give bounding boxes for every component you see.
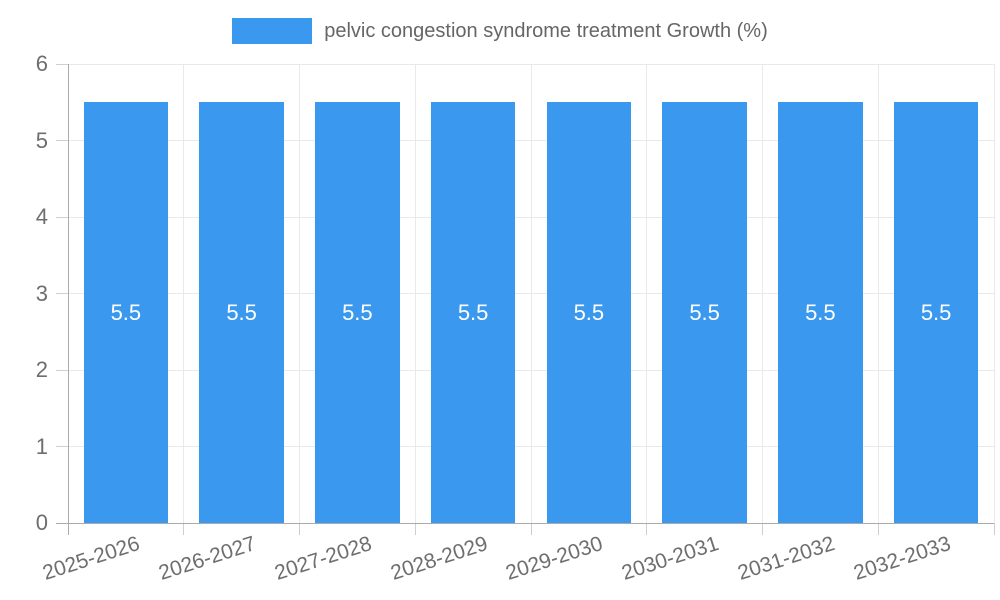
chart-legend: pelvic congestion syndrome treatment Gro… bbox=[0, 18, 1000, 44]
y-axis-tick bbox=[56, 63, 68, 65]
bar-value-label: 5.5 bbox=[805, 299, 836, 325]
v-gridline bbox=[646, 64, 648, 523]
x-axis-tick bbox=[414, 523, 416, 535]
x-axis-tick bbox=[530, 523, 532, 535]
x-axis-category-label: 2031-2032 bbox=[734, 532, 838, 585]
y-axis-tick-label: 5 bbox=[35, 127, 48, 153]
x-axis-category-label: 2026-2027 bbox=[156, 532, 259, 585]
legend-swatch[interactable] bbox=[232, 18, 313, 44]
bar-value-label: 5.5 bbox=[573, 299, 605, 325]
y-axis-tick bbox=[56, 140, 68, 141]
y-axis-tick bbox=[56, 293, 68, 294]
v-gridline bbox=[877, 64, 879, 523]
y-axis-tick-label: 4 bbox=[35, 204, 48, 229]
x-axis-tick bbox=[877, 523, 879, 535]
x-axis-category-label: 2032-2033 bbox=[850, 532, 954, 585]
x-axis-category-label: 2025-2026 bbox=[40, 532, 143, 585]
legend-label[interactable]: pelvic congestion syndrome treatment Gro… bbox=[324, 19, 768, 42]
y-axis-tick bbox=[56, 216, 68, 218]
bar: 5.5 bbox=[199, 102, 284, 523]
x-axis-category-label: 2027-2028 bbox=[271, 532, 375, 585]
y-axis-tick-label: 0 bbox=[35, 510, 48, 535]
y-axis-tick bbox=[56, 446, 68, 447]
bar-value-label: 5.5 bbox=[457, 299, 489, 325]
v-gridline bbox=[993, 64, 995, 523]
y-axis-tick-label: 6 bbox=[35, 51, 48, 76]
v-gridline bbox=[530, 64, 532, 523]
x-axis-line bbox=[56, 522, 994, 524]
bar-value-label: 5.5 bbox=[110, 299, 142, 325]
x-axis-category-label: 2029-2030 bbox=[503, 532, 606, 585]
y-axis-tick-label: 1 bbox=[35, 433, 48, 459]
v-gridline bbox=[183, 64, 185, 523]
x-axis-tick bbox=[762, 523, 763, 535]
x-axis-tick bbox=[646, 523, 648, 535]
bar: 5.5 bbox=[778, 102, 863, 523]
v-gridline bbox=[414, 64, 416, 523]
bar: 5.5 bbox=[662, 102, 747, 523]
v-gridline bbox=[762, 64, 763, 523]
y-axis-tick-label: 3 bbox=[35, 280, 48, 306]
bar: 5.5 bbox=[546, 102, 632, 523]
x-axis-category-label: 2028-2029 bbox=[387, 532, 491, 585]
bar: 5.5 bbox=[430, 102, 516, 523]
bar: 5.5 bbox=[315, 102, 400, 523]
bar: 5.5 bbox=[893, 102, 979, 523]
bar-value-label: 5.5 bbox=[920, 299, 952, 325]
bar: 5.5 bbox=[83, 102, 169, 523]
y-axis-tick-label: 2 bbox=[35, 357, 48, 382]
bar-value-label: 5.5 bbox=[689, 299, 720, 325]
x-axis-tick bbox=[993, 523, 995, 535]
x-axis-tick bbox=[183, 523, 185, 535]
x-axis-category-label: 2030-2031 bbox=[619, 532, 722, 585]
bar-value-label: 5.5 bbox=[342, 299, 373, 325]
v-gridline bbox=[299, 64, 300, 523]
bar-value-label: 5.5 bbox=[226, 299, 257, 325]
x-axis-tick bbox=[299, 523, 300, 535]
y-axis-line bbox=[67, 64, 69, 535]
y-axis-tick bbox=[56, 369, 68, 371]
